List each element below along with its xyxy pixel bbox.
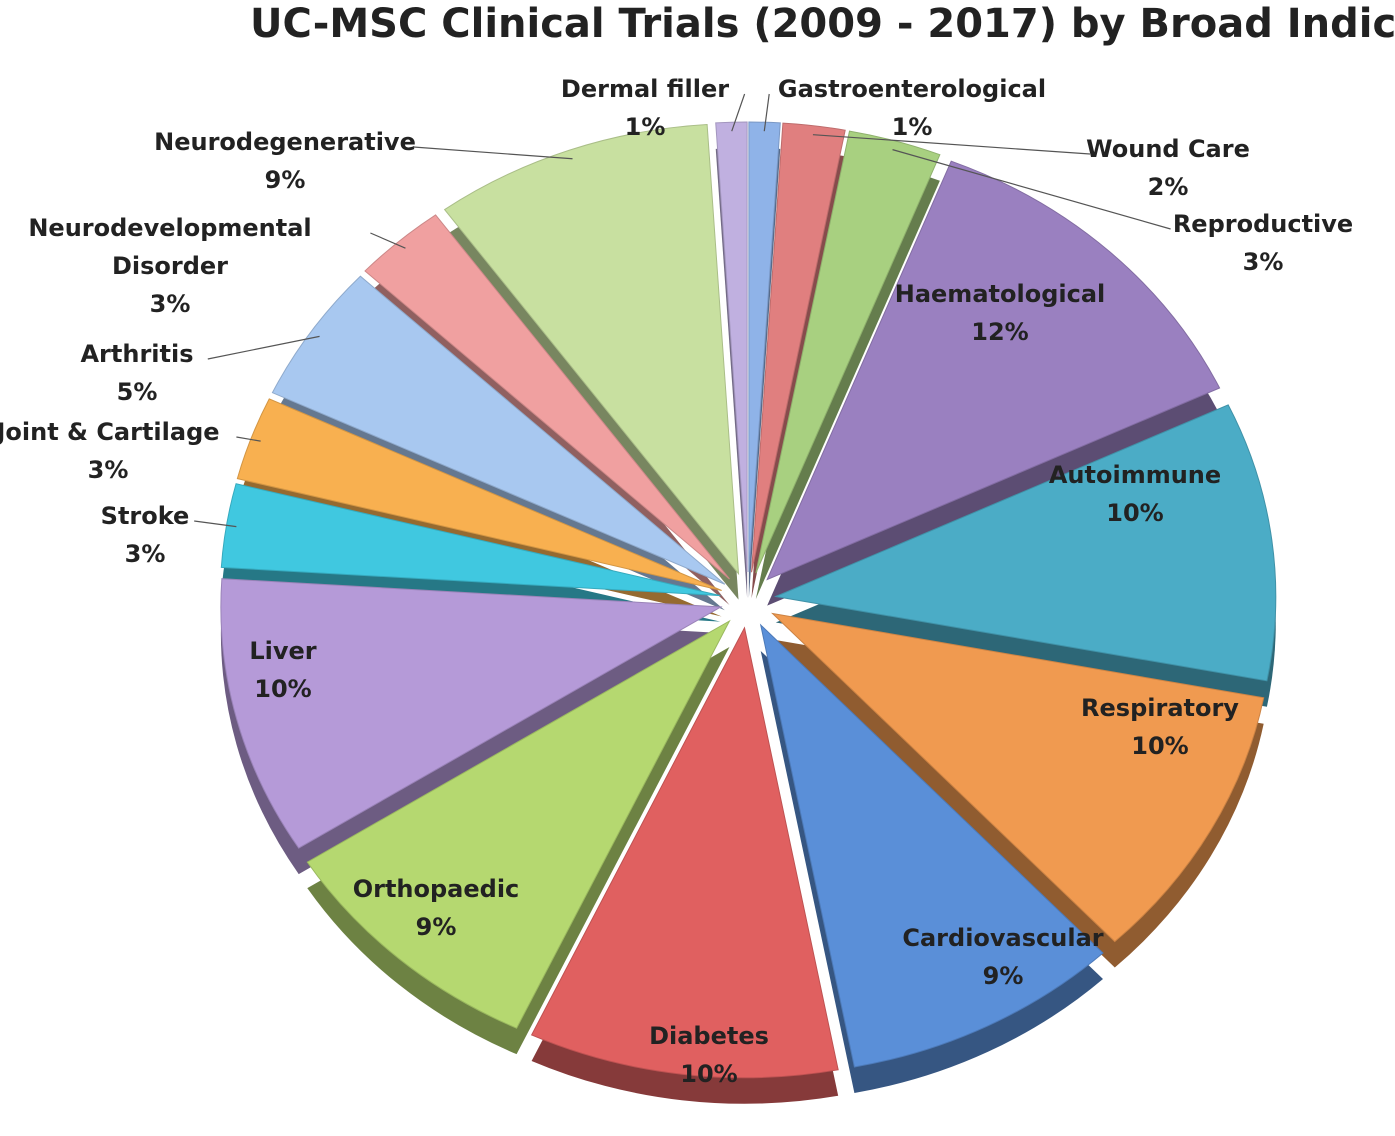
value-label: 3% [88,456,129,484]
slice [530,626,839,1079]
value-label: 10% [1106,499,1163,527]
leader-line [812,134,1091,155]
slice [751,122,846,573]
chart-title: UC-MSC Clinical Trials (2009 - 2017) by … [250,1,1395,47]
slice-label: Autoimmune [1049,461,1221,489]
value-label: 2% [1148,173,1189,201]
leader-line [370,232,406,249]
slice-label: Diabetes [649,1022,769,1050]
value-label: 9% [265,166,306,194]
slice [236,398,722,592]
slice [771,612,1265,943]
leader-line [207,335,320,360]
slice-label: Respiratory [1081,694,1239,722]
slice-label: Reproductive [1173,210,1353,238]
slice-label: Neurodevelopmental Disorder [28,214,311,280]
label-line: Neurodevelopmental [28,214,311,242]
value-label: 9% [416,913,457,941]
value-label: 3% [150,290,191,318]
slice-label: Arthritis [80,340,193,368]
slice [715,121,748,573]
slice-label: Orthopaedic [353,875,520,903]
value-label: 12% [971,318,1028,346]
value-label: 1% [892,113,933,141]
slice-label: Neurodegenerative [154,128,416,156]
slice-label: Stroke [101,502,190,530]
slice [364,214,730,580]
slice [766,160,1221,581]
value-label: 10% [1131,732,1188,760]
value-label: 5% [117,378,158,406]
leader-line [763,93,770,132]
slice-label: Liver [249,637,316,665]
slice-label: Haematological [895,280,1106,308]
slice-label: Wound Care [1086,135,1250,163]
value-label: 1% [625,113,666,141]
value-label: 3% [1243,248,1284,276]
leader-line [413,146,573,160]
slice [306,619,731,1029]
leader-line [731,93,746,132]
leader-line [892,149,1171,230]
value-label: 10% [254,675,311,703]
slice [443,124,740,576]
slice-label: Dermal filler [561,75,729,103]
slice-label: Joint & Cartilage [0,418,220,446]
slice-label: Gastroenterological [778,75,1046,103]
label-line: Disorder [112,252,228,280]
value-label: 9% [983,962,1024,990]
leader-line [194,520,237,528]
slice-label: Cardiovascular [902,924,1103,952]
value-label: 3% [125,540,166,568]
leader-line [236,436,261,442]
slice [271,275,726,585]
slice-side [755,157,940,600]
slice [774,404,1277,682]
value-label: 10% [680,1060,737,1088]
slice [220,578,723,849]
slice [748,121,781,573]
slice [759,623,1104,1068]
